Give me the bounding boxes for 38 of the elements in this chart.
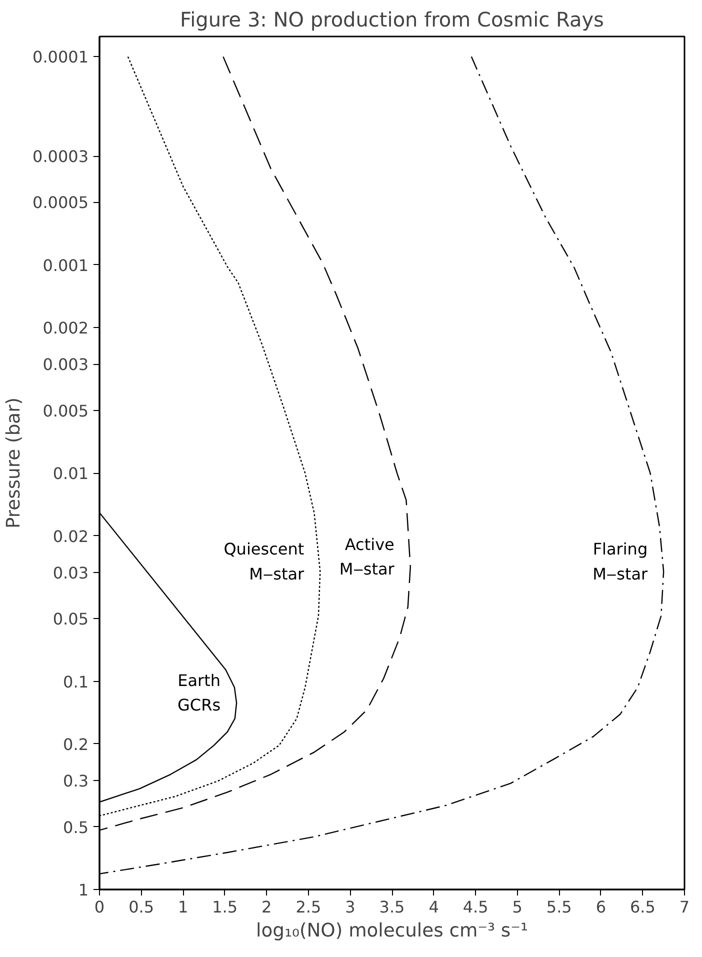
x-tick-label: 4.5 (462, 898, 488, 916)
series-label: Earth GCRs (178, 671, 221, 715)
series-label: Quiescent M‒star (224, 540, 305, 584)
x-tick-label: 2.5 (296, 898, 322, 916)
x-tick-label: 6 (596, 898, 606, 916)
y-tick-label: 0.01 (52, 464, 88, 484)
y-tick-label: 1 (78, 880, 89, 900)
x-tick-label: 1 (178, 898, 188, 916)
series-label: Flaring M‒star (592, 540, 648, 584)
y-tick-label: 0.1 (63, 672, 89, 692)
y-tick-label: 0.001 (42, 256, 89, 275)
x-tick-label: 0 (94, 898, 105, 916)
y-tick-label: 0.05 (52, 610, 88, 629)
x-tick-label: 3 (345, 898, 356, 916)
x-tick-label: 6.5 (630, 898, 656, 916)
y-tick-label: 0.002 (42, 318, 89, 338)
y-tick-label: 0.03 (52, 563, 88, 582)
x-tick-label: 3.5 (379, 898, 405, 916)
chart-title: Figure 3: NO production from Cosmic Rays (180, 8, 604, 32)
y-tick-label: 0.2 (63, 734, 89, 754)
y-tick-label: 0.0001 (32, 48, 88, 67)
y-tick-label: 0.02 (52, 526, 88, 546)
x-tick-label: 7 (679, 898, 690, 916)
x-tick-label: 4 (428, 898, 439, 916)
x-tick-label: 0.5 (128, 898, 154, 916)
x-tick-label: 1.5 (212, 898, 238, 916)
x-tick-label: 2 (262, 898, 272, 916)
y-tick-label: 0.5 (63, 818, 89, 837)
y-tick-label: 0.0005 (32, 193, 88, 212)
series-label: Active M‒star (339, 534, 395, 579)
y-tick-label: 0.0003 (32, 147, 88, 166)
x-tick-label: 5.5 (546, 898, 572, 916)
y-tick-label: 0.3 (63, 772, 89, 791)
y-tick-label: 0.005 (42, 401, 89, 420)
y-tick-label: 0.003 (42, 355, 89, 374)
y-axis-title: Pressure (bar) (4, 397, 25, 529)
x-axis-title: log₁₀(NO) molecules cm⁻³ s⁻¹ (256, 920, 528, 942)
x-tick-label: 5 (512, 898, 522, 916)
